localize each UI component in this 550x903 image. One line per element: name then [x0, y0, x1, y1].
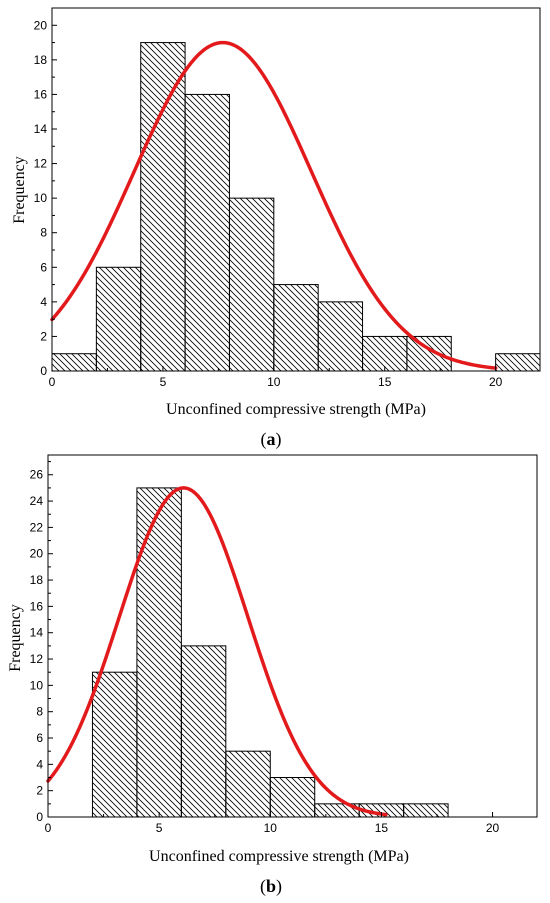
y-tick-label: 0 [36, 810, 43, 824]
y-tick-label: 2 [36, 784, 43, 798]
fit-curve-b [46, 486, 388, 817]
x-tick-label: 5 [156, 821, 163, 835]
histogram-bar [406, 335, 452, 372]
x-tick-label: 5 [160, 375, 167, 389]
y-tick-label: 22 [30, 520, 44, 534]
histogram-bar [180, 645, 227, 818]
y-tick-label: 14 [30, 626, 44, 640]
histogram-bar [184, 93, 230, 372]
y-tick-label: 8 [36, 705, 43, 719]
axes-a: 0 5 10 15 20 0 2 4 6 8 10 12 14 16 18 20 [34, 7, 541, 389]
y-tick-label: 6 [36, 731, 43, 745]
x-tick-label: 15 [378, 375, 392, 389]
y-tick-label: 10 [30, 678, 44, 692]
x-tick-label: 20 [489, 375, 503, 389]
histogram-bar [225, 750, 271, 818]
y-tick-label: 8 [40, 226, 47, 240]
fit-curve-a [50, 40, 498, 370]
y-tick-label: 20 [34, 18, 48, 32]
x-tick-label: 10 [267, 375, 281, 389]
histogram-bar [403, 803, 449, 818]
histogram-bar [362, 335, 408, 372]
histogram-bar [495, 353, 541, 372]
x-axis-title-a: Unconfined compressive strength (MPa) [166, 401, 426, 418]
histogram-bar [140, 42, 186, 372]
plot-frame [51, 7, 541, 372]
y-tick-label: 18 [30, 573, 44, 587]
y-tick-label: 2 [40, 329, 47, 343]
x-tick-label: 0 [45, 821, 52, 835]
panel-label-a: (a) [261, 429, 282, 450]
histogram-bar [91, 671, 138, 818]
histogram-bar [136, 487, 182, 818]
histogram-bar [51, 353, 97, 372]
histogram-bar [317, 301, 364, 372]
y-tick-label: 12 [30, 652, 44, 666]
y-tick-label: 4 [36, 757, 43, 771]
y-tick-label: 18 [34, 53, 48, 67]
y-tick-label: 4 [40, 295, 47, 309]
x-tick-label: 0 [49, 375, 56, 389]
histogram-bar [95, 266, 142, 372]
x-tick-label: 20 [486, 821, 500, 835]
y-axis-title-b: Frequency [7, 604, 24, 672]
histogram-bar [273, 284, 319, 372]
y-tick-label: 10 [34, 191, 48, 205]
x-axis-title-b: Unconfined compressive strength (MPa) [149, 848, 409, 865]
y-tick-label: 24 [30, 494, 44, 508]
y-tick-label: 20 [30, 547, 44, 561]
panel-label-b: (b) [260, 876, 282, 897]
histogram-bar [228, 197, 275, 372]
x-tick-label: 15 [375, 821, 389, 835]
x-tick-label: 10 [264, 821, 278, 835]
normal-fit-curve [46, 486, 388, 817]
y-axis-title-a: Frequency [11, 156, 28, 224]
y-tick-label: 12 [34, 157, 48, 171]
y-tick-label: 16 [30, 599, 44, 613]
y-tick-label: 16 [34, 87, 48, 101]
plot-frame [47, 454, 538, 818]
histogram-panel-a: 0 5 10 15 20 0 2 4 6 8 10 12 14 16 18 20 Frequency Unco… [11, 7, 541, 450]
histogram-bar [269, 777, 316, 818]
normal-fit-curve [50, 40, 498, 370]
y-tick-label: 26 [30, 468, 44, 482]
bars-a [51, 42, 541, 372]
y-tick-label: 14 [34, 122, 48, 136]
y-tick-label: 6 [40, 260, 47, 274]
y-tick-label: 0 [40, 364, 47, 378]
bars-b [91, 487, 449, 818]
